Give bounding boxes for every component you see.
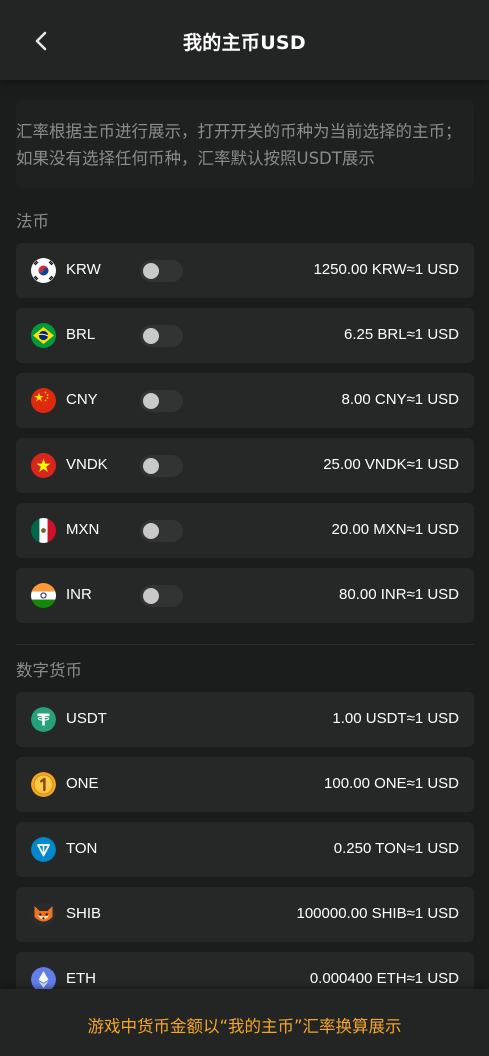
currency-row-ton: TON 0.250 TON≈1 USD [16, 822, 474, 877]
exchange-rate: 0.000400 ETH≈1 USD [309, 970, 459, 987]
page-title: 我的主币USD [183, 32, 306, 54]
brazil-flag-icon [31, 323, 56, 348]
currency-row-brl: BRL 6.25 BRL≈1 USD [16, 308, 474, 363]
tether-icon [31, 707, 56, 732]
currency-row-vndk: VNDK 25.00 VNDK≈1 USD [16, 438, 474, 493]
top-bar: 我的主币USD [0, 0, 489, 80]
currency-code: MXN [66, 521, 100, 538]
india-flag-icon [31, 583, 56, 608]
section-divider [16, 644, 474, 645]
currency-code: USDT [66, 710, 107, 727]
exchange-rate: 0.250 TON≈1 USD [333, 840, 459, 857]
currency-row-krw: KRW 1250.00 KRW≈1 USD [16, 243, 474, 298]
toggle-switch-brl[interactable] [140, 325, 183, 347]
mexico-flag-icon [31, 518, 56, 543]
currency-code: SHIB [66, 905, 102, 922]
toggle-knob [143, 393, 159, 409]
toggle-knob [143, 523, 159, 539]
back-button[interactable] [26, 26, 56, 56]
currency-code: TON [66, 840, 98, 857]
currency-code: BRL [66, 326, 96, 343]
toggle-knob [143, 263, 159, 279]
currency-row-cny: CNY 8.00 CNY≈1 USD [16, 373, 474, 428]
toggle-knob [143, 328, 159, 344]
china-flag-icon [31, 388, 56, 413]
currency-row-usdt: USDT 1.00 USDT≈1 USD [16, 692, 474, 747]
toggle-switch-mxn[interactable] [140, 520, 183, 542]
currency-code: CNY [66, 391, 98, 408]
exchange-rate: 100.00 ONE≈1 USD [324, 775, 459, 792]
toggle-knob [143, 588, 159, 604]
exchange-rate: 25.00 VNDK≈1 USD [323, 456, 459, 473]
toggle-knob [143, 458, 159, 474]
currency-code: ONE [66, 775, 99, 792]
bottom-notice-bar: 游戏中货币金额以“我的主币”汇率换算展示 [0, 989, 489, 1056]
currency-code: ETH [66, 970, 96, 987]
exchange-rate: 6.25 BRL≈1 USD [344, 326, 459, 343]
currency-row-one: ONE 100.00 ONE≈1 USD [16, 757, 474, 812]
toggle-switch-cny[interactable] [140, 390, 183, 412]
chevron-left-icon [35, 31, 47, 51]
one-coin-icon [31, 772, 56, 797]
currency-row-inr: INR 80.00 INR≈1 USD [16, 568, 474, 623]
korea-flag-icon [31, 258, 56, 283]
fiat-section-label: 法币 [16, 212, 49, 231]
exchange-rate: 1250.00 KRW≈1 USD [313, 261, 459, 278]
description-text: 汇率根据主币进行展示，打开开关的币种为当前选择的主币；如果没有选择任何币种，汇率… [16, 122, 462, 168]
ethereum-icon [31, 967, 56, 992]
toggle-switch-inr[interactable] [140, 585, 183, 607]
toggle-switch-krw[interactable] [140, 260, 183, 282]
vietnam-flag-icon [31, 453, 56, 478]
currency-row-shib: SHIB 100000.00 SHIB≈1 USD [16, 887, 474, 942]
ton-icon [31, 837, 56, 862]
currency-code: KRW [66, 261, 101, 278]
exchange-rate: 100000.00 SHIB≈1 USD [296, 905, 460, 922]
currency-code: INR [66, 586, 92, 603]
exchange-rate: 8.00 CNY≈1 USD [341, 391, 459, 408]
shiba-icon [31, 902, 56, 927]
description-box: 汇率根据主币进行展示，打开开关的币种为当前选择的主币；如果没有选择任何币种，汇率… [16, 100, 474, 188]
footer-notice-text: 游戏中货币金额以“我的主币”汇率换算展示 [87, 1017, 402, 1036]
currency-code: VNDK [66, 456, 108, 473]
exchange-rate: 20.00 MXN≈1 USD [331, 521, 459, 538]
currency-row-mxn: MXN 20.00 MXN≈1 USD [16, 503, 474, 558]
exchange-rate: 80.00 INR≈1 USD [339, 586, 459, 603]
toggle-switch-vndk[interactable] [140, 455, 183, 477]
exchange-rate: 1.00 USDT≈1 USD [332, 710, 459, 727]
crypto-section-label: 数字货币 [16, 661, 82, 680]
